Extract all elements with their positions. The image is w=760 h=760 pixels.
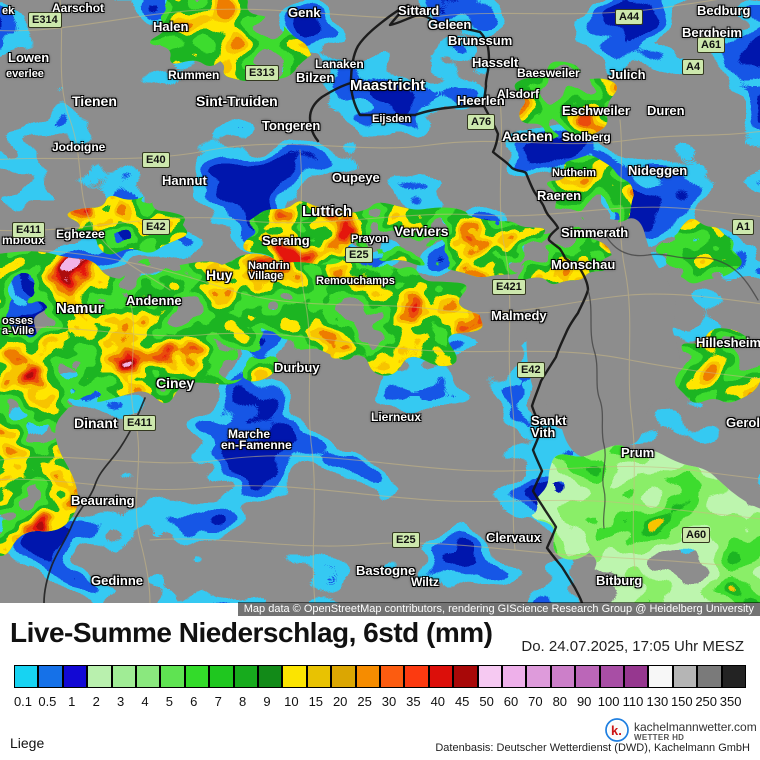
svg-text:k.: k. [611, 723, 622, 738]
